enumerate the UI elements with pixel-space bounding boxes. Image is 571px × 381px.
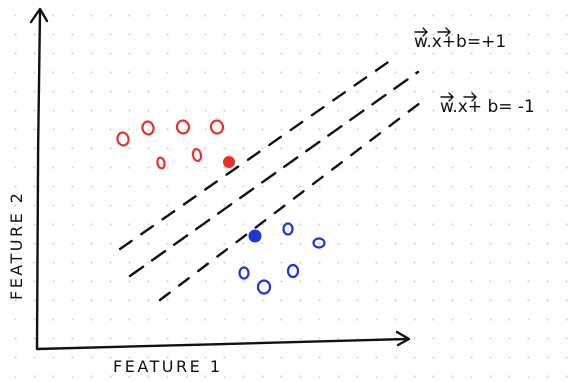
class-a-point (191, 147, 203, 163)
class-b-point (286, 263, 300, 279)
upper-w-vector-arrow (414, 27, 428, 37)
lower-w-vector-arrow (440, 92, 454, 102)
y-axis-label: FEATURE 2 (7, 191, 26, 301)
lower-margin-line (158, 101, 422, 302)
lower-x-vector-arrow (463, 92, 477, 102)
x-axis-arrowhead (395, 330, 411, 347)
class-b-point (256, 279, 272, 295)
x-axis-label: FEATURE 1 (113, 357, 223, 376)
class-b-support-vector (248, 229, 262, 243)
class-b-point (238, 266, 250, 280)
y-axis (35, 10, 42, 351)
class-a-support-vector (223, 156, 235, 168)
class-b-point (282, 222, 294, 236)
upper-x-vector-arrow (437, 27, 451, 37)
decision-boundary-line (128, 70, 420, 278)
class-a-point (209, 119, 225, 135)
class-a-point (156, 156, 166, 170)
lower-margin-label: w.x+ b= -1 (440, 97, 535, 117)
class-b-points (238, 222, 326, 295)
class-b-point (312, 237, 326, 249)
upper-margin-line (118, 56, 396, 251)
class-a-point (116, 131, 130, 147)
class-a-point (175, 119, 191, 135)
y-axis-arrowhead (29, 7, 49, 24)
x-axis (35, 337, 409, 351)
upper-margin-label: w.x+b=+1 (414, 32, 506, 52)
class-a-points (116, 119, 225, 170)
class-a-point (141, 120, 155, 136)
